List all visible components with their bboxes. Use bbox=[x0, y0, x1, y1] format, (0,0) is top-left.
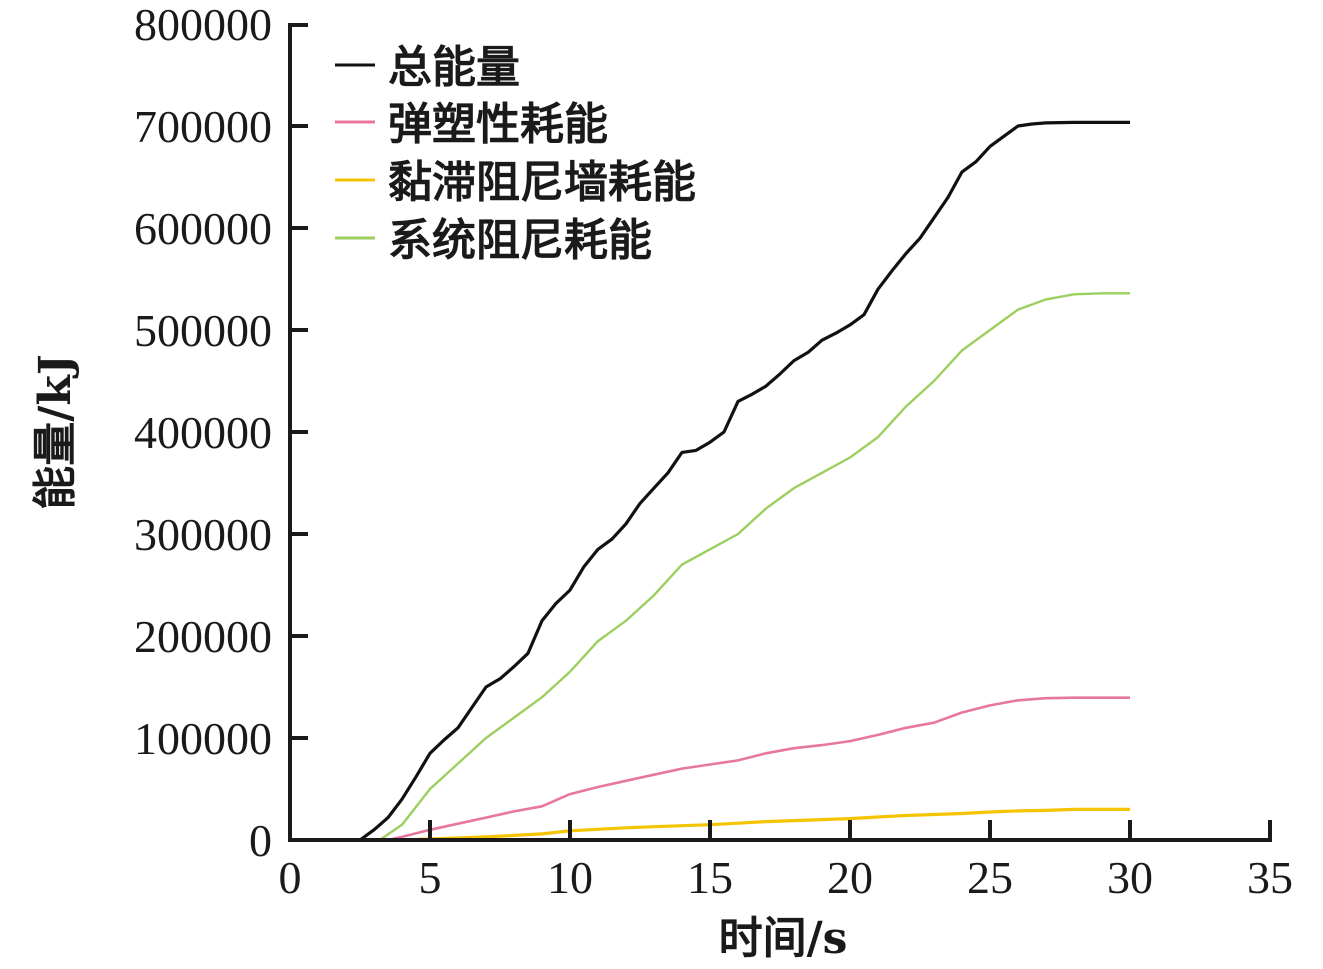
legend-label: 弹塑性耗能 bbox=[388, 99, 608, 150]
legend-item-viscous-wall: 黏滞阻尼墙耗能 bbox=[335, 157, 696, 208]
legend-item-elastoplastic: 弹塑性耗能 bbox=[335, 99, 608, 150]
series-line-3 bbox=[378, 292, 1130, 841]
y-tick-label: 500000 bbox=[134, 305, 272, 356]
x-tick-label: 15 bbox=[687, 852, 733, 903]
y-tick-labels: 0 100000 200000 300000 400000 500000 600000 700… bbox=[134, 0, 272, 866]
y-tick-label: 0 bbox=[249, 815, 272, 866]
y-tick-label: 600000 bbox=[134, 203, 272, 254]
x-tick-label: 20 bbox=[827, 852, 873, 903]
y-ticks bbox=[290, 124, 308, 740]
x-tick-label: 0 bbox=[279, 852, 302, 903]
x-tick-label: 35 bbox=[1247, 852, 1293, 903]
x-tick-label: 30 bbox=[1107, 852, 1153, 903]
series-line-0 bbox=[359, 120, 1130, 842]
y-tick-label: 200000 bbox=[134, 611, 272, 662]
y-tick-label: 400000 bbox=[134, 407, 272, 458]
y-axis-title: 能量/kJ bbox=[30, 354, 81, 509]
x-tick-label: 10 bbox=[547, 852, 593, 903]
y-tick-label: 800000 bbox=[134, 0, 272, 50]
plot-lines bbox=[359, 120, 1130, 842]
legend-label: 系统阻尼耗能 bbox=[388, 215, 652, 266]
legend-label: 黏滞阻尼墙耗能 bbox=[388, 157, 696, 208]
axes bbox=[288, 23, 1272, 842]
legend: 总能量 弹塑性耗能 黏滞阻尼墙耗能 系统阻尼耗能 bbox=[335, 42, 696, 266]
x-tick-label: 5 bbox=[419, 852, 442, 903]
x-axis-title: 时间/s bbox=[719, 913, 848, 964]
y-tick-label: 300000 bbox=[134, 509, 272, 560]
legend-item-total-energy: 总能量 bbox=[335, 42, 520, 93]
x-tick-labels: 0 5 10 15 20 25 30 35 bbox=[279, 852, 1294, 903]
series-line-2 bbox=[401, 807, 1130, 842]
y-tick-label: 100000 bbox=[134, 713, 272, 764]
x-tick-label: 25 bbox=[967, 852, 1013, 903]
y-tick-label: 700000 bbox=[134, 101, 272, 152]
series-line-1 bbox=[387, 696, 1130, 842]
legend-label: 总能量 bbox=[388, 42, 520, 93]
legend-item-system-damping: 系统阻尼耗能 bbox=[335, 215, 652, 266]
x-ticks bbox=[428, 820, 1272, 840]
